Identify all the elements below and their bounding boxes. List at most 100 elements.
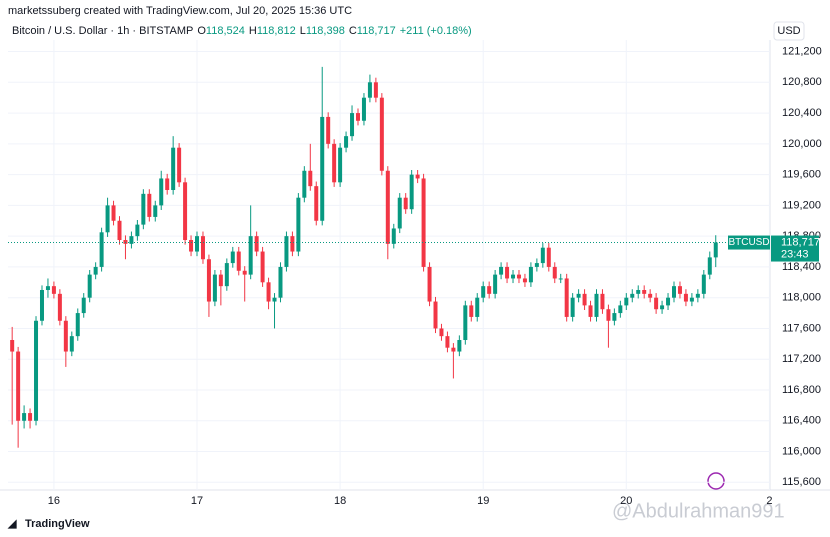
symbol-tag: [728, 235, 770, 250]
y-tick-label: 121,200: [782, 45, 822, 57]
y-tick-label: 118,400: [782, 261, 821, 273]
candles: [10, 66, 718, 448]
candle-body: [391, 228, 396, 244]
candle-body: [600, 293, 605, 310]
candle-body: [421, 178, 426, 267]
candle-body: [648, 293, 653, 298]
candle-body: [159, 178, 164, 206]
y-tick-label: 116,400: [782, 415, 821, 427]
price-tag: [771, 235, 819, 262]
x-tick-label: 2: [766, 495, 772, 507]
candle-body: [87, 274, 92, 298]
candle-body: [403, 197, 408, 210]
candle-body: [63, 320, 68, 352]
x-tick-label: 19: [477, 495, 489, 507]
candle-body: [230, 251, 235, 264]
candle-body: [189, 240, 194, 252]
candle-body: [493, 274, 498, 294]
candle-body: [427, 266, 432, 302]
candle-body: [552, 266, 557, 279]
candle-body: [558, 278, 563, 280]
candle-body: [481, 286, 486, 298]
candle-body: [224, 263, 229, 287]
candle-body: [654, 297, 659, 310]
candle-body: [290, 236, 295, 252]
candle-body: [248, 236, 253, 275]
candle-body: [713, 242, 718, 258]
candle-body: [683, 293, 688, 302]
candle-body: [218, 274, 223, 287]
ohlc-value: 118,398: [306, 25, 345, 37]
candle-body: [469, 305, 474, 317]
ohlc-value: 118,524: [206, 25, 245, 37]
y-tick-label: 119,200: [782, 199, 821, 211]
candle-body: [528, 266, 533, 283]
symbol: Bitcoin / U.S. Dollar · 1h · BITSTAMP: [12, 25, 193, 37]
candle-body: [695, 293, 700, 298]
x-tick-label: 20: [620, 495, 632, 507]
candle-body: [260, 251, 265, 283]
candle-body: [433, 301, 438, 329]
y-tick-label: 120,400: [782, 107, 822, 119]
candle-body: [135, 224, 140, 237]
candle-body: [379, 97, 384, 171]
currency-box[interactable]: [773, 21, 805, 41]
candle-body: [660, 305, 665, 310]
ohlc-key: O: [197, 25, 206, 37]
symbol-tag-label: BTCUSD: [728, 237, 769, 248]
candle-body: [618, 305, 623, 314]
candle-body: [463, 305, 468, 340]
candle-body: [415, 174, 420, 179]
candle-body: [206, 259, 211, 302]
candle-body: [308, 170, 313, 187]
price-tag-label: 118,717: [781, 236, 820, 248]
candle-body: [522, 278, 527, 283]
candle-body: [672, 286, 677, 298]
candle-body: [195, 236, 200, 252]
x-tick-label: 17: [191, 495, 203, 507]
candle-body: [445, 336, 450, 348]
candle-body: [397, 197, 402, 229]
candle-body: [487, 286, 492, 294]
candle-body: [153, 205, 158, 217]
candle-body: [117, 220, 122, 240]
candle-body: [385, 170, 390, 244]
candle-body: [296, 197, 301, 252]
currency[interactable]: USD: [777, 25, 800, 37]
candle-body: [516, 274, 521, 279]
candle-body: [212, 274, 217, 302]
candle-body: [177, 147, 182, 183]
candle-body: [612, 313, 617, 321]
candle-body: [320, 116, 325, 221]
credit: marketssuberg created with TradingView.c…: [8, 5, 352, 17]
candle-body: [588, 305, 593, 317]
candle-body: [105, 205, 110, 233]
y-tick-label: 117,600: [782, 322, 821, 334]
candle-body: [534, 263, 539, 267]
y-tick-label: 119,600: [782, 169, 821, 181]
change: +211 (+0.18%): [400, 25, 472, 37]
candle-body: [93, 266, 98, 275]
candle-body: [45, 286, 50, 290]
candle-body: [165, 178, 170, 190]
candle-body: [624, 297, 629, 306]
candle-body: [284, 236, 289, 267]
candle-body: [594, 293, 599, 317]
candle-body: [254, 236, 259, 252]
y-tick-label: 115,600: [782, 476, 821, 488]
candle-body: [99, 232, 104, 267]
candle-body: [701, 274, 706, 294]
candle-body: [475, 297, 480, 317]
candle-body: [677, 286, 682, 294]
candle-body: [123, 240, 128, 244]
replay-icon[interactable]: [707, 472, 725, 490]
candle-body: [171, 147, 176, 190]
candle-body: [350, 113, 355, 137]
candle-body: [689, 297, 694, 302]
candle-body: [707, 257, 712, 275]
candle-body: [75, 313, 80, 337]
y-tick-label: 120,800: [782, 76, 822, 88]
